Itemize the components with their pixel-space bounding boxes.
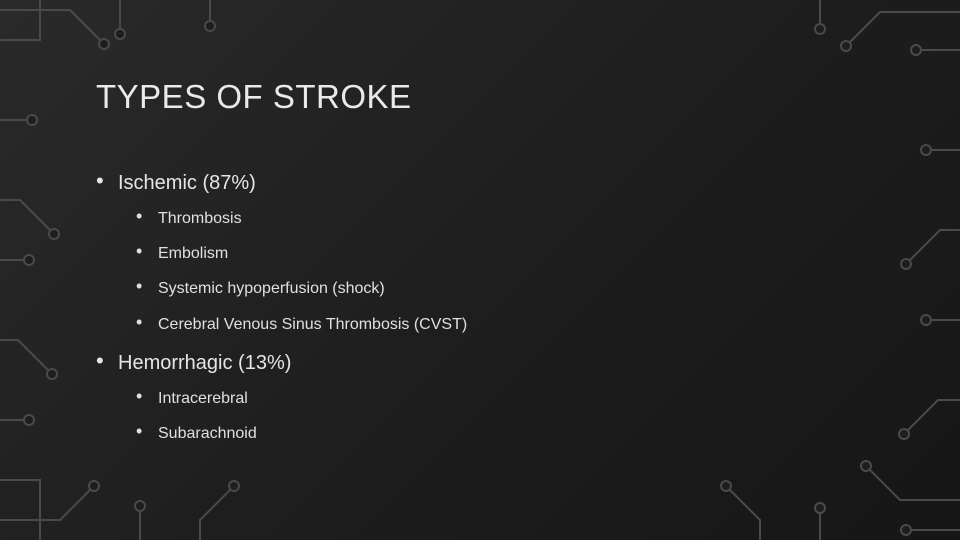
sub-item: Subarachnoid	[158, 424, 960, 443]
sub-item: Thrombosis	[158, 209, 960, 228]
sub-item: Intracerebral	[158, 389, 960, 408]
bullet-ischemic: Ischemic (87%) Thrombosis Embolism Syste…	[118, 172, 960, 334]
sub-list-ischemic: Thrombosis Embolism Systemic hypoperfusi…	[118, 209, 960, 334]
slide-content: TYPES OF STROKE Ischemic (87%) Thrombosi…	[0, 0, 960, 443]
bullet-list: Ischemic (87%) Thrombosis Embolism Syste…	[96, 172, 960, 443]
sub-item: Cerebral Venous Sinus Thrombosis (CVST)	[158, 315, 960, 334]
sub-item: Embolism	[158, 244, 960, 263]
bullet-label: Hemorrhagic (13%)	[118, 352, 291, 374]
sub-item: Systemic hypoperfusion (shock)	[158, 279, 960, 298]
sub-list-hemorrhagic: Intracerebral Subarachnoid	[118, 389, 960, 443]
bullet-label: Ischemic (87%)	[118, 172, 256, 194]
bullet-hemorrhagic: Hemorrhagic (13%) Intracerebral Subarach…	[118, 352, 960, 443]
slide-title: TYPES OF STROKE	[96, 78, 960, 116]
